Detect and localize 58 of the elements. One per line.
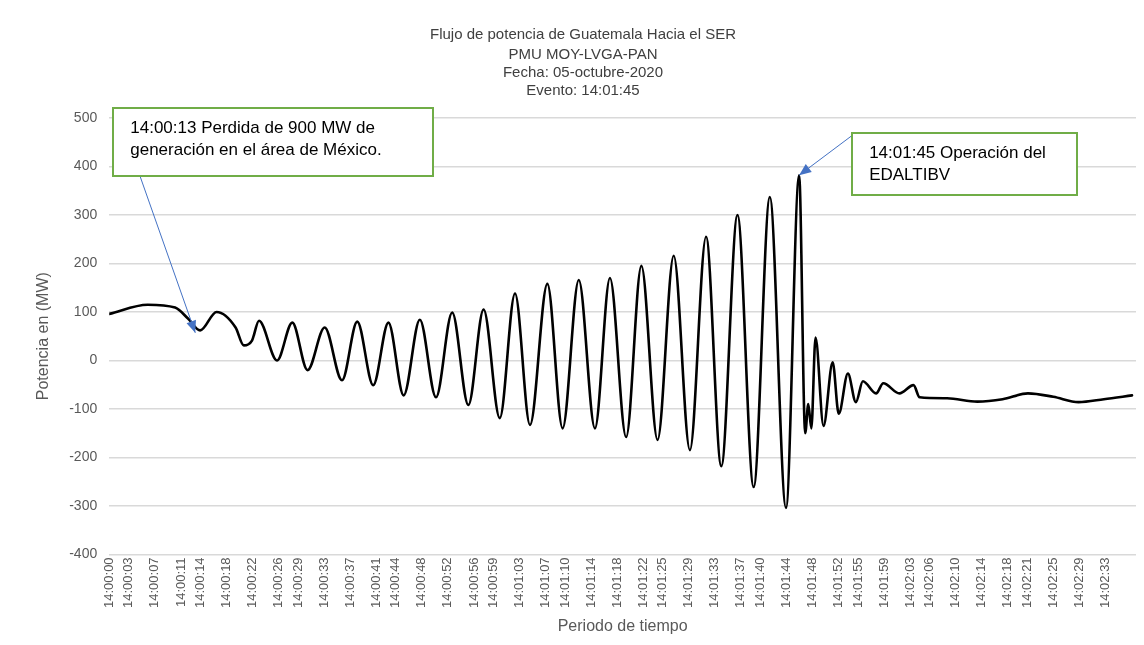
x-tick-label: 14:00:52: [439, 557, 455, 609]
x-tick-label: 14:01:44: [778, 557, 794, 609]
x-tick-label: 14:00:22: [244, 557, 260, 609]
x-tick-label: 14:01:03: [511, 557, 527, 609]
y-tick-label: 500: [73, 108, 98, 125]
x-tick-label: 14:01:25: [654, 557, 670, 609]
x-tick-label: 14:01:59: [875, 557, 891, 609]
x-tick-label: 14:00:41: [367, 557, 383, 609]
y-axis-title: Potencia en (MW): [34, 272, 52, 401]
x-tick-label: 14:00:33: [315, 557, 331, 609]
x-tick-label: 14:02:25: [1045, 557, 1061, 609]
x-tick-label: 14:00:11: [172, 557, 188, 608]
chart-title: Flujo de potencia de Guatemala Hacia el SER: [429, 25, 737, 43]
x-tick-label: 14:02:33: [1097, 557, 1113, 609]
y-tick-label: -100: [69, 399, 98, 416]
x-tick-label: 14:01:07: [537, 557, 553, 609]
x-tick-label: 14:00:18: [218, 557, 234, 609]
x-tick-label: 14:02:14: [973, 557, 989, 609]
x-tick-label: 14:01:22: [634, 557, 650, 609]
x-tick-label: 14:01:33: [706, 557, 722, 609]
callout-box: 14:01:45 Operación del EDALTIBV: [851, 132, 1079, 197]
x-tick-label: 14:02:03: [901, 557, 917, 609]
y-tick-label: -200: [69, 448, 98, 465]
x-tick-label: 14:02:21: [1019, 557, 1035, 609]
y-tick-label: -300: [69, 496, 98, 513]
x-tick-label: 14:01:14: [582, 557, 598, 609]
x-tick-label: 14:02:18: [999, 557, 1015, 609]
y-tick-label: 400: [73, 157, 98, 174]
x-tick-label: 14:00:44: [387, 557, 403, 609]
y-tick-label: -400: [69, 545, 98, 562]
x-tick-label: 14:01:10: [556, 557, 572, 609]
x-tick-label: 14:01:18: [608, 557, 624, 609]
x-tick-label: 14:00:29: [289, 557, 305, 609]
x-tick-label: 14:00:26: [270, 557, 286, 609]
x-tick-label: 14:00:14: [191, 557, 207, 609]
y-tick-label: 100: [73, 302, 98, 319]
x-tick-label: 14:01:48: [804, 557, 820, 609]
x-tick-label: 14:02:06: [921, 557, 937, 609]
x-tick-label: 14:02:10: [947, 557, 963, 609]
x-tick-label: 14:00:37: [341, 557, 357, 609]
y-tick-label: 0: [89, 351, 98, 368]
x-tick-label: 14:01:55: [849, 557, 865, 609]
x-tick-label: 14:00:07: [146, 557, 162, 609]
x-tick-label: 14:01:52: [830, 557, 846, 609]
x-tick-label: 14:01:37: [732, 557, 748, 609]
x-tick-label: 14:02:29: [1071, 557, 1087, 609]
x-tick-label: 14:00:59: [485, 557, 501, 609]
x-tick-label: 14:00:03: [120, 557, 136, 609]
x-axis-title: Periodo de tiempo: [557, 617, 688, 635]
x-tick-label: 14:01:40: [752, 557, 768, 609]
chart-subtitle: PMU MOY-LVGA-PAN Fecha: 05-octubre-2020 Evento: 14:01:45: [502, 45, 664, 99]
callout-box: 14:00:13 Perdida de 900 MW de generación en el área de México.: [112, 106, 435, 177]
y-tick-label: 300: [73, 205, 98, 222]
y-tick-label: 200: [73, 254, 98, 271]
x-tick-label: 14:01:29: [680, 557, 696, 609]
x-tick-label: 14:00:48: [413, 557, 429, 609]
x-tick-label: 14:00:56: [465, 557, 481, 609]
x-tick-label: 14:00:00: [100, 557, 116, 609]
